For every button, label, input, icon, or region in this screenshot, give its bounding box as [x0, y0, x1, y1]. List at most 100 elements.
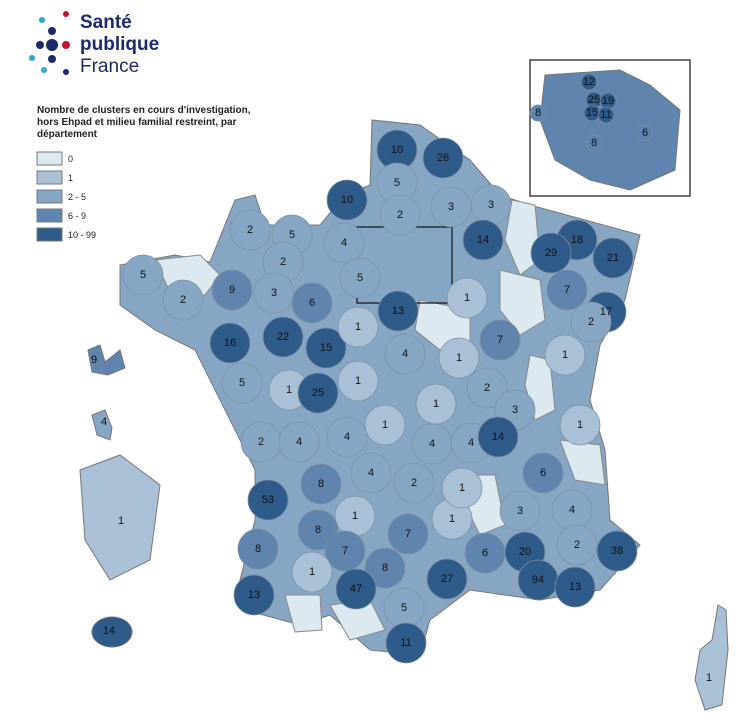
department — [379, 194, 421, 236]
department-value: 2 — [258, 436, 264, 448]
department-value: 4 — [429, 438, 435, 450]
department-value: 3 — [517, 505, 523, 517]
guadeloupe-shape — [87, 344, 126, 376]
department-value: 47 — [350, 583, 362, 595]
department-value: 1 — [459, 482, 465, 494]
department-value: 27 — [441, 573, 453, 585]
department-value: 4 — [101, 416, 107, 428]
department-zero — [284, 594, 323, 633]
legend-swatch — [36, 170, 63, 185]
department-value: 7 — [564, 284, 570, 296]
department-value: 6 — [482, 547, 488, 559]
department-value: 20 — [519, 546, 531, 558]
department-value: 4 — [368, 467, 374, 479]
department — [522, 452, 564, 494]
department — [305, 327, 347, 369]
department — [393, 462, 435, 504]
inset-outline — [539, 69, 681, 191]
department-value: 1 — [449, 513, 455, 525]
department — [211, 269, 253, 311]
legend-title: hors Ehpad et milieu familial restreint,… — [37, 117, 237, 128]
logo-dot — [39, 17, 45, 23]
department-value: 1 — [355, 321, 361, 333]
department-value: 14 — [103, 625, 115, 637]
department-value: 2 — [280, 256, 286, 268]
department-value: 11 — [600, 109, 611, 121]
department-value: 2 — [180, 294, 186, 306]
department-value: 4 — [296, 436, 302, 448]
logo-dot — [48, 55, 56, 63]
legend-swatch — [36, 189, 63, 204]
department — [596, 530, 638, 572]
department-value: 38 — [611, 545, 623, 557]
department-value: 1 — [382, 419, 388, 431]
department-value: 1 — [286, 384, 292, 396]
department-value: 9 — [91, 354, 97, 366]
department-value: 9 — [229, 284, 235, 296]
department-value: 25 — [588, 94, 600, 106]
department-value: 8 — [255, 543, 261, 555]
department-value: 18 — [571, 234, 583, 246]
department — [530, 232, 572, 274]
department — [636, 124, 654, 142]
department — [479, 319, 521, 361]
department-value: 7 — [405, 528, 411, 540]
logo-dot — [36, 41, 44, 49]
department — [466, 367, 508, 409]
department — [335, 568, 377, 610]
legend-swatch — [36, 208, 63, 223]
department — [233, 574, 275, 616]
department-value: 5 — [239, 377, 245, 389]
department — [559, 404, 601, 446]
department — [422, 137, 464, 179]
department-value: 15 — [320, 342, 332, 354]
department-value: 21 — [607, 252, 619, 264]
department-value: 8 — [318, 478, 324, 490]
department-value: 53 — [262, 494, 274, 506]
department — [337, 306, 379, 348]
department-value: 2 — [411, 477, 417, 489]
department — [326, 416, 368, 458]
department-value: 7 — [497, 334, 503, 346]
department-value: 1 — [706, 672, 712, 684]
department — [339, 257, 381, 299]
department — [247, 479, 289, 521]
department-value: 15 — [586, 107, 598, 119]
department-value: 19 — [602, 95, 614, 107]
department — [162, 279, 204, 321]
department — [529, 104, 547, 122]
department-value: 1 — [464, 292, 470, 304]
logo-text: publique — [80, 34, 159, 55]
legend-swatch — [36, 227, 63, 242]
department-value: 3 — [448, 201, 454, 213]
department — [426, 558, 468, 600]
department-value: 4 — [569, 504, 575, 516]
legend-swatch — [36, 151, 63, 166]
department — [229, 209, 271, 251]
department — [300, 463, 342, 505]
department-value: 6 — [642, 127, 648, 139]
legend-label: 6 - 9 — [68, 211, 86, 221]
department — [323, 222, 365, 264]
department-value: 7 — [342, 545, 348, 557]
department-value: 2 — [247, 224, 253, 236]
logo-text: Santé — [80, 12, 132, 33]
department — [221, 362, 263, 404]
department-value: 1 — [118, 515, 124, 527]
legend-title: département — [37, 129, 98, 140]
department-value: 14 — [477, 234, 489, 246]
department — [262, 316, 304, 358]
department-value: 8 — [591, 137, 597, 149]
department-value: 3 — [488, 199, 494, 211]
department — [384, 333, 426, 375]
department — [377, 290, 419, 332]
department-value: 2 — [588, 316, 594, 328]
department-value: 4 — [468, 437, 474, 449]
department-value: 4 — [402, 348, 408, 360]
department — [585, 134, 603, 152]
department-value: 2 — [484, 382, 490, 394]
department-value: 3 — [271, 287, 277, 299]
department-value: 8 — [382, 562, 388, 574]
department-value: 25 — [312, 387, 324, 399]
department — [546, 269, 588, 311]
